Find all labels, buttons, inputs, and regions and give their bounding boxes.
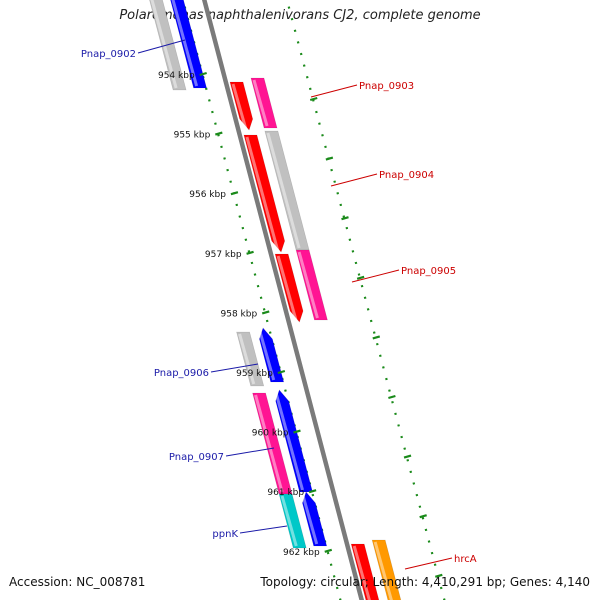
gene-label-pnap_0905[interactable]: Pnap_0905 xyxy=(401,266,456,277)
tick-mark-right xyxy=(325,156,334,161)
tick-label: 954 kbp xyxy=(158,71,195,81)
gene-highlight xyxy=(231,83,248,129)
accession-text: Accession: NC_008781 xyxy=(9,575,146,589)
tick-mark-right xyxy=(341,216,349,221)
label-leader-left xyxy=(239,525,288,534)
tick-mark-right xyxy=(403,454,412,459)
label-leader-left xyxy=(210,363,259,373)
gene-highlight xyxy=(150,0,178,89)
tick-mark xyxy=(293,429,301,434)
gene-red-15[interactable] xyxy=(350,543,380,600)
label-leader-left xyxy=(137,39,186,54)
gene-blue-14[interactable] xyxy=(302,491,328,547)
gene-label-ppnk[interactable]: ppnK xyxy=(212,529,238,540)
gene-highlight xyxy=(252,79,269,127)
tick-mark-right xyxy=(419,514,427,519)
label-leader-right xyxy=(330,173,378,187)
tick-mark-right xyxy=(388,394,396,400)
gene-highlight xyxy=(373,541,393,600)
genome-backbone xyxy=(201,0,365,600)
gene-orange-16[interactable] xyxy=(371,539,402,600)
gene-highlight xyxy=(258,329,276,381)
gene-label-pnap_0907[interactable]: Pnap_0907 xyxy=(169,452,224,463)
gene-highlight xyxy=(276,255,298,321)
gene-highlight xyxy=(238,333,256,385)
tick-label: 958 kbp xyxy=(221,309,258,319)
gene-label-pnap_0904[interactable]: Pnap_0904 xyxy=(379,170,434,181)
gene-red-5[interactable] xyxy=(243,134,286,253)
gene-blue-10[interactable] xyxy=(259,327,285,383)
tick-label: 961 kbp xyxy=(267,488,304,498)
tick-mark xyxy=(246,250,254,255)
tick-label: 962 kbp xyxy=(283,548,320,558)
label-leader-right xyxy=(310,84,358,98)
gene-pink-4[interactable] xyxy=(250,77,278,129)
gene-highlight xyxy=(301,493,319,545)
gene-gray-9[interactable] xyxy=(236,331,265,387)
gene-highlight xyxy=(171,0,199,87)
gene-highlight xyxy=(245,136,280,251)
gene-cyan-13[interactable] xyxy=(278,493,307,549)
gene-label-pnap_0902[interactable]: Pnap_0902 xyxy=(81,49,136,60)
gene-label-pnap_0906[interactable]: Pnap_0906 xyxy=(154,368,209,379)
tick-mark xyxy=(230,191,239,196)
tick-mark xyxy=(261,310,270,315)
tick-label: 957 kbp xyxy=(205,250,242,260)
tick-mark xyxy=(215,131,223,136)
tick-mark-right xyxy=(372,335,381,340)
gene-red-7[interactable] xyxy=(274,253,304,323)
gene-red-3[interactable] xyxy=(229,81,254,131)
gene-highlight xyxy=(297,251,319,319)
gene-label-pnap_0903[interactable]: Pnap_0903 xyxy=(359,81,414,92)
gene-pink-8[interactable] xyxy=(295,249,328,321)
tick-mark-right xyxy=(434,573,443,578)
genome-summary: Topology: circular; Length: 4,410,291 bp… xyxy=(260,575,590,589)
gene-highlight xyxy=(274,391,304,491)
tick-mark xyxy=(324,548,333,553)
tick-label: 960 kbp xyxy=(252,429,289,439)
gene-highlight xyxy=(352,545,371,600)
label-leader-right xyxy=(351,269,400,283)
tick-mark xyxy=(277,369,286,375)
gene-blue-2[interactable] xyxy=(169,0,207,89)
tick-label: 959 kbp xyxy=(236,369,273,379)
gene-highlight xyxy=(254,394,284,493)
gene-highlight xyxy=(266,132,301,249)
gene-label-hrca[interactable]: hrcA xyxy=(454,554,477,565)
gene-highlight xyxy=(280,495,298,547)
tick-mark xyxy=(199,71,207,77)
tick-label: 956 kbp xyxy=(189,190,226,200)
label-leader-right xyxy=(404,557,453,570)
tick-mark-right xyxy=(356,275,365,280)
tick-label: 955 kbp xyxy=(174,131,211,141)
tick-mark-right xyxy=(309,96,318,102)
tick-mark xyxy=(308,489,317,494)
label-leader-left xyxy=(225,447,275,457)
